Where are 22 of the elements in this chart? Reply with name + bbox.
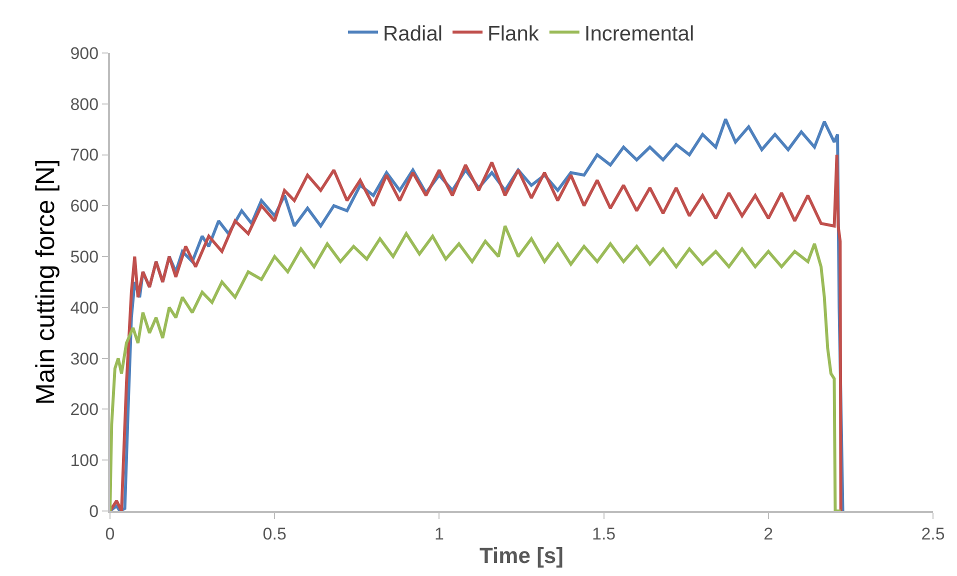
y-tick-label: 700 bbox=[70, 146, 99, 165]
legend-label: Incremental bbox=[584, 22, 694, 46]
x-axis-title: Time [s] bbox=[480, 542, 564, 568]
y-axis-title: Main cutting force [N] bbox=[30, 159, 60, 405]
y-tick-label: 900 bbox=[70, 44, 99, 63]
x-tick-label: 1.5 bbox=[592, 524, 616, 544]
y-tick-label: 600 bbox=[70, 196, 99, 216]
x-tick-label: 0 bbox=[105, 524, 115, 544]
y-tick-label: 400 bbox=[70, 298, 99, 318]
legend-label: Radial bbox=[383, 22, 443, 46]
line-series bbox=[110, 224, 842, 511]
y-tick-label: 300 bbox=[70, 349, 99, 368]
legend-label: Flank bbox=[488, 22, 540, 46]
x-tick-label: 0.5 bbox=[262, 524, 286, 544]
y-tick-label: 800 bbox=[70, 94, 99, 114]
x-tick-label: 2.5 bbox=[921, 524, 945, 544]
y-tick-label: 0 bbox=[89, 502, 99, 521]
x-tick-label: 2 bbox=[764, 524, 774, 544]
x-tick-label: 1 bbox=[434, 524, 444, 544]
y-tick-label: 100 bbox=[70, 451, 99, 470]
y-tick-label: 500 bbox=[70, 248, 99, 267]
y-tick-label: 200 bbox=[70, 400, 99, 420]
